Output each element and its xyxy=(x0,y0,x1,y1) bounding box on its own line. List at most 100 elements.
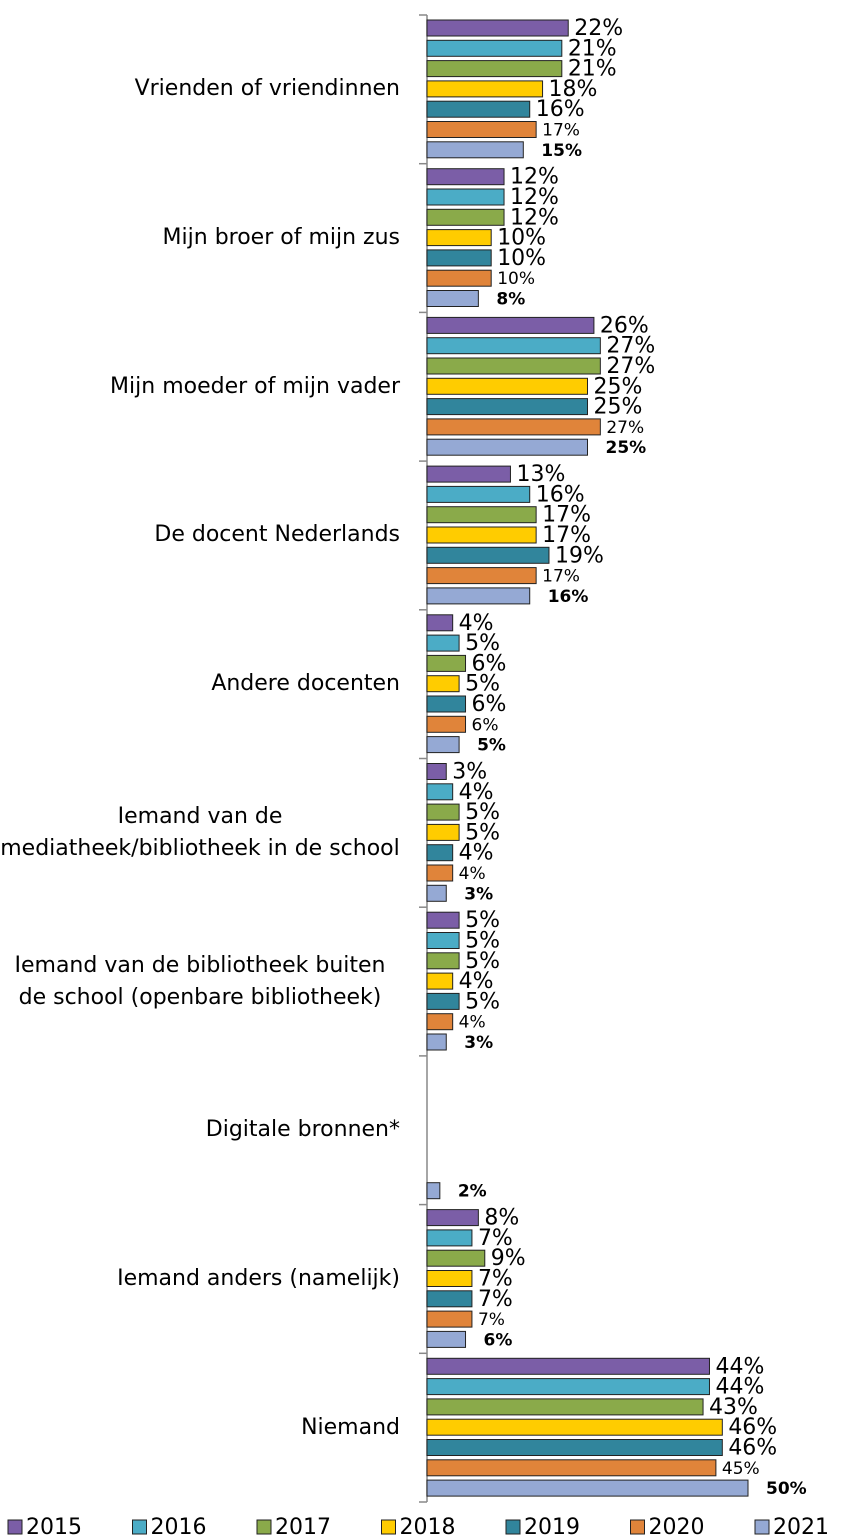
data-label: 5% xyxy=(465,800,500,825)
category-text: Digitale bronnen* xyxy=(205,1117,400,1143)
legend-swatch xyxy=(381,1519,396,1535)
data-label: 16% xyxy=(548,587,589,607)
data-label: 17% xyxy=(542,523,591,548)
bar xyxy=(426,972,454,990)
data-label: 10% xyxy=(497,226,546,251)
bar xyxy=(426,485,531,503)
bar xyxy=(426,1439,723,1456)
bar xyxy=(426,992,460,1010)
bar xyxy=(426,316,595,334)
category-text: Vrienden of vriendinnen xyxy=(134,76,400,102)
bar xyxy=(426,783,454,801)
data-label: 4% xyxy=(459,841,494,866)
bar xyxy=(426,763,447,780)
bar xyxy=(426,39,563,57)
legend-label: 2020 xyxy=(649,1515,705,1539)
data-label: 25% xyxy=(606,438,647,458)
bar xyxy=(426,1013,454,1031)
data-label: 5% xyxy=(477,736,506,756)
bar xyxy=(426,269,492,287)
bar xyxy=(426,1479,749,1497)
bar xyxy=(426,100,531,118)
data-label: 13% xyxy=(516,462,565,487)
bar xyxy=(426,19,569,37)
data-label: 5% xyxy=(465,989,500,1014)
data-label: 4% xyxy=(459,780,494,805)
data-label: 5% xyxy=(465,949,500,974)
data-label: 21% xyxy=(568,36,617,61)
category-text: De docent Nederlands xyxy=(154,522,400,548)
bar xyxy=(426,188,505,206)
bar xyxy=(426,884,447,902)
bar xyxy=(426,229,492,247)
bar xyxy=(426,823,460,841)
category-label: Iemand anders (namelijk) xyxy=(0,1205,400,1354)
category-label: Iemand van de bibliotheek buiten de scho… xyxy=(0,907,400,1056)
bar xyxy=(426,1459,717,1477)
data-label: 12% xyxy=(510,185,559,210)
bar xyxy=(426,506,537,524)
bar xyxy=(426,1310,473,1328)
data-label: 12% xyxy=(510,165,559,190)
category-text: Mijn broer of mijn zus xyxy=(162,225,400,251)
data-label: 4% xyxy=(459,1013,486,1033)
bar xyxy=(426,932,460,949)
data-label: 27% xyxy=(606,334,655,359)
data-label: 16% xyxy=(536,482,585,507)
data-label: 21% xyxy=(568,57,617,82)
data-label: 46% xyxy=(728,1436,777,1461)
bar xyxy=(426,1418,723,1436)
bar xyxy=(426,911,460,929)
data-label: 25% xyxy=(594,374,643,399)
data-label: 3% xyxy=(452,760,487,785)
category-text: Mijn moeder of mijn vader xyxy=(110,373,400,399)
category-text: Iemand anders (namelijk) xyxy=(117,1265,400,1291)
bar xyxy=(426,715,467,733)
bar xyxy=(426,357,601,375)
data-label: 9% xyxy=(491,1246,526,1271)
legend-swatch xyxy=(754,1519,770,1535)
bar xyxy=(426,546,550,564)
data-label: 5% xyxy=(465,672,500,697)
data-label: 5% xyxy=(465,929,500,954)
legend-swatch xyxy=(7,1519,23,1535)
data-label: 7% xyxy=(478,1267,513,1292)
data-label: 5% xyxy=(465,631,500,656)
bar xyxy=(426,1290,473,1308)
category-label: Andere docenten xyxy=(0,610,400,759)
data-label: 18% xyxy=(549,77,598,102)
data-label: 25% xyxy=(594,395,643,420)
category-label: Mijn moeder of mijn vader xyxy=(0,312,400,461)
data-label: 44% xyxy=(715,1354,764,1379)
legend-label: 2019 xyxy=(524,1515,580,1539)
bar xyxy=(426,141,524,159)
bar xyxy=(426,695,467,713)
data-label: 6% xyxy=(472,692,507,717)
data-label: 44% xyxy=(715,1375,764,1400)
data-label: 7% xyxy=(478,1310,505,1330)
category-text: Niemand xyxy=(301,1414,400,1440)
legend-label: 2016 xyxy=(151,1515,207,1539)
bar xyxy=(426,736,460,754)
bar xyxy=(426,337,601,355)
data-label: 27% xyxy=(606,354,655,379)
bar xyxy=(426,952,460,970)
data-label: 16% xyxy=(536,97,585,122)
data-label: 7% xyxy=(478,1287,513,1312)
data-label: 4% xyxy=(459,611,494,636)
bar xyxy=(426,1378,710,1396)
category-label: Niemand xyxy=(0,1353,400,1502)
data-label: 19% xyxy=(555,543,604,568)
bar xyxy=(426,1229,473,1247)
data-label: 12% xyxy=(510,205,559,230)
legend-label: 2015 xyxy=(26,1515,82,1539)
data-label: 2% xyxy=(458,1182,487,1202)
data-label: 15% xyxy=(541,141,582,161)
data-label: 17% xyxy=(542,121,580,141)
data-label: 5% xyxy=(465,820,500,845)
data-label: 8% xyxy=(496,290,525,310)
bar xyxy=(426,614,454,632)
data-label: 17% xyxy=(542,567,580,587)
